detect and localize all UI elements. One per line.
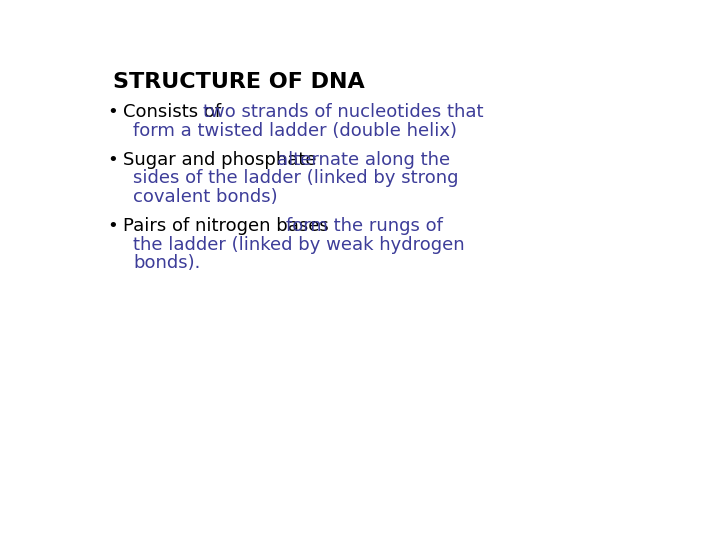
Text: •: • [107,103,118,121]
Text: form the rungs of: form the rungs of [287,217,444,235]
Text: Consists of: Consists of [122,103,226,121]
Text: Sugar and phosphate: Sugar and phosphate [122,151,322,169]
Text: alternate along the: alternate along the [277,151,450,169]
Text: bonds).: bonds). [133,254,201,272]
Text: •: • [107,151,118,169]
Text: sides of the ladder (linked by strong: sides of the ladder (linked by strong [133,170,459,187]
Text: two strands of nucleotides that: two strands of nucleotides that [203,103,484,121]
Text: •: • [107,217,118,235]
Text: form a twisted ladder (double helix): form a twisted ladder (double helix) [133,122,457,140]
Text: covalent bonds): covalent bonds) [133,188,278,206]
Text: STRUCTURE OF DNA: STRUCTURE OF DNA [113,72,365,92]
Text: Pairs of nitrogen bases: Pairs of nitrogen bases [122,217,334,235]
Text: the ladder (linked by weak hydrogen: the ladder (linked by weak hydrogen [133,235,465,254]
